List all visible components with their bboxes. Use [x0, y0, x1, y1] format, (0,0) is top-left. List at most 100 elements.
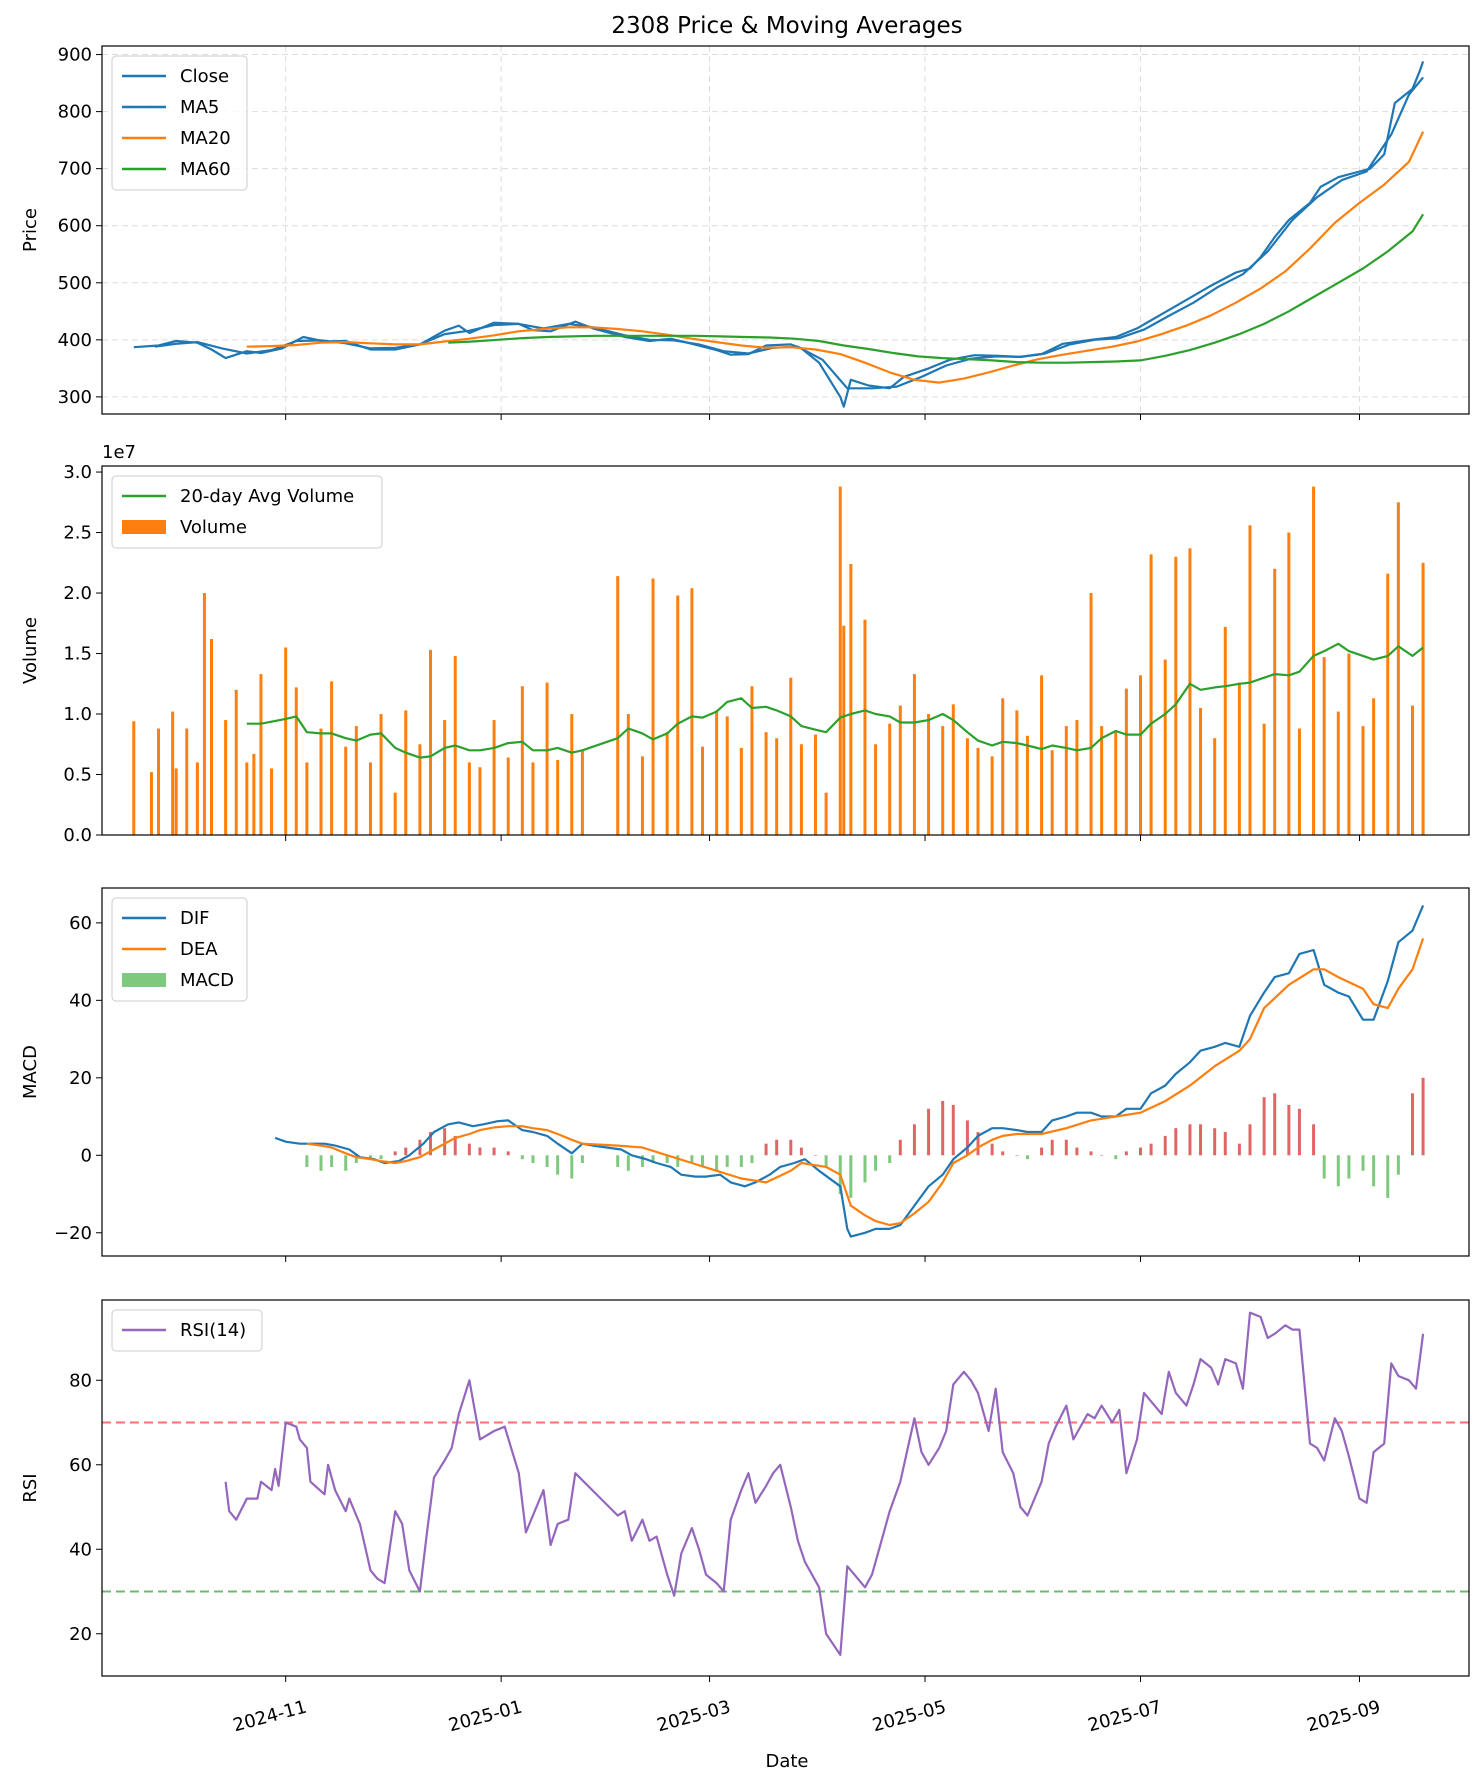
volume-bar	[1396, 502, 1400, 835]
macd-hist-bar	[1124, 1151, 1128, 1156]
volume-bar	[1114, 732, 1118, 835]
price-ytick-label: 700	[58, 159, 92, 180]
macd-hist-bar	[1223, 1132, 1227, 1156]
volume-bar	[245, 762, 249, 835]
volume-bar	[616, 576, 620, 835]
volume-bar	[789, 677, 793, 835]
macd-hist-bar	[965, 1120, 969, 1156]
macd-hist-bar	[1248, 1124, 1252, 1156]
volume-bar	[1025, 735, 1029, 835]
volume-bar	[252, 753, 256, 835]
rsi-ytick-label: 60	[69, 1455, 92, 1476]
macd-hist-bar	[1372, 1155, 1376, 1187]
volume-bar	[1163, 659, 1167, 835]
volume-bar	[259, 674, 263, 835]
macd-hist-bar	[1262, 1097, 1266, 1156]
macd-hist-bar	[379, 1155, 383, 1160]
volume-bar	[520, 686, 524, 835]
volume-bar	[651, 578, 655, 835]
macd-hist-bar	[799, 1147, 803, 1156]
volume-avg-line	[246, 642, 1424, 759]
volume-bar	[700, 746, 704, 835]
volume-bar	[418, 744, 422, 835]
volume-bar	[941, 726, 945, 835]
macd-hist-bar	[750, 1155, 754, 1164]
rsi-ytick-label: 20	[69, 1624, 92, 1645]
macd-hist-bar	[1213, 1128, 1217, 1156]
macd-hist-bar	[676, 1155, 680, 1167]
macd-hist-bar	[626, 1155, 630, 1171]
macd-hist-bar	[690, 1155, 694, 1164]
volume-panel: 0.0 0.5 1.0 1.5 2.0 2.5 3.0 Volume 1e7 20-day Avg…	[20, 442, 1470, 846]
volume-bar	[690, 588, 694, 835]
volume-bar	[270, 768, 274, 835]
volume-bar	[1138, 675, 1142, 835]
macd-hist-bar	[1361, 1155, 1365, 1171]
series-ma60-line	[448, 213, 1425, 364]
legend-label: DIF	[180, 908, 210, 929]
rsi-frame	[101, 1299, 1470, 1677]
volume-bar	[174, 768, 178, 835]
price-ytick-label: 300	[58, 387, 92, 408]
rsi-ylabel: RSI	[20, 1473, 41, 1502]
legend-swatch	[122, 973, 166, 987]
volume-ytick-label: 2.0	[63, 583, 92, 604]
legend-box	[111, 475, 383, 549]
volume-bar	[1124, 688, 1128, 835]
volume-bar	[580, 750, 584, 835]
volume-bar	[354, 726, 358, 835]
macd-hist-bar	[1347, 1155, 1351, 1179]
legend-label: MACD	[180, 970, 234, 991]
volume-bar	[478, 767, 482, 835]
volume-bar	[951, 704, 955, 835]
volume-bar	[1297, 728, 1301, 835]
volume-bar	[1001, 698, 1005, 835]
price-frame	[101, 45, 1470, 415]
macd-frame	[101, 887, 1470, 1257]
macd-hist-bar	[814, 1155, 818, 1156]
volume-ytick-label: 2.5	[63, 523, 92, 544]
figure-title: 2308 Price & Moving Averages	[611, 13, 962, 39]
volume-ytick-label: 1.0	[63, 704, 92, 725]
macd-hist-bar	[393, 1151, 397, 1156]
macd-hist-bar	[990, 1143, 994, 1156]
macd-panel: −20 0 20 40 60 MACD DIF DEA MACD	[20, 887, 1470, 1262]
price-ytick-label: 600	[58, 216, 92, 237]
macd-hist-bar	[1297, 1108, 1301, 1156]
volume-bar	[284, 647, 288, 835]
legend-label: Close	[180, 66, 229, 87]
volume-bar	[990, 756, 994, 835]
volume-bar	[429, 649, 433, 835]
macd-hist-bar	[616, 1155, 620, 1167]
volume-bar	[1075, 720, 1079, 835]
macd-hist-bar	[715, 1155, 719, 1171]
macd-hist-bar	[824, 1155, 828, 1167]
macd-hist-bar	[1199, 1124, 1203, 1156]
volume-bar	[1149, 554, 1153, 835]
macd-hist-bar	[1322, 1155, 1326, 1179]
volume-ytick-label: 1.5	[63, 644, 92, 665]
macd-hist-bar	[1396, 1155, 1400, 1175]
legend-label: MA60	[180, 159, 231, 180]
volume-bar	[1386, 573, 1390, 835]
volume-bar	[863, 619, 867, 835]
volume-bar	[1322, 657, 1326, 835]
macd-hist-bar	[1001, 1151, 1005, 1156]
legend-swatch	[122, 520, 166, 534]
volume-bar	[814, 734, 818, 835]
macd-hist-bar	[344, 1155, 348, 1171]
volume-bar	[1089, 593, 1093, 835]
macd-hist-bar	[520, 1155, 524, 1160]
macd-hist-bar	[478, 1147, 482, 1156]
price-ytick-label: 400	[58, 330, 92, 351]
volume-bar	[1223, 626, 1227, 835]
volume-bar	[849, 563, 853, 835]
series-dif-line	[274, 904, 1425, 1238]
macd-hist-bar	[1386, 1155, 1390, 1198]
volume-bar	[545, 682, 549, 835]
volume-bar	[556, 759, 560, 835]
macd-hist-bar	[354, 1155, 358, 1164]
macd-hist-bar	[927, 1108, 931, 1156]
volume-bar	[1174, 556, 1178, 835]
